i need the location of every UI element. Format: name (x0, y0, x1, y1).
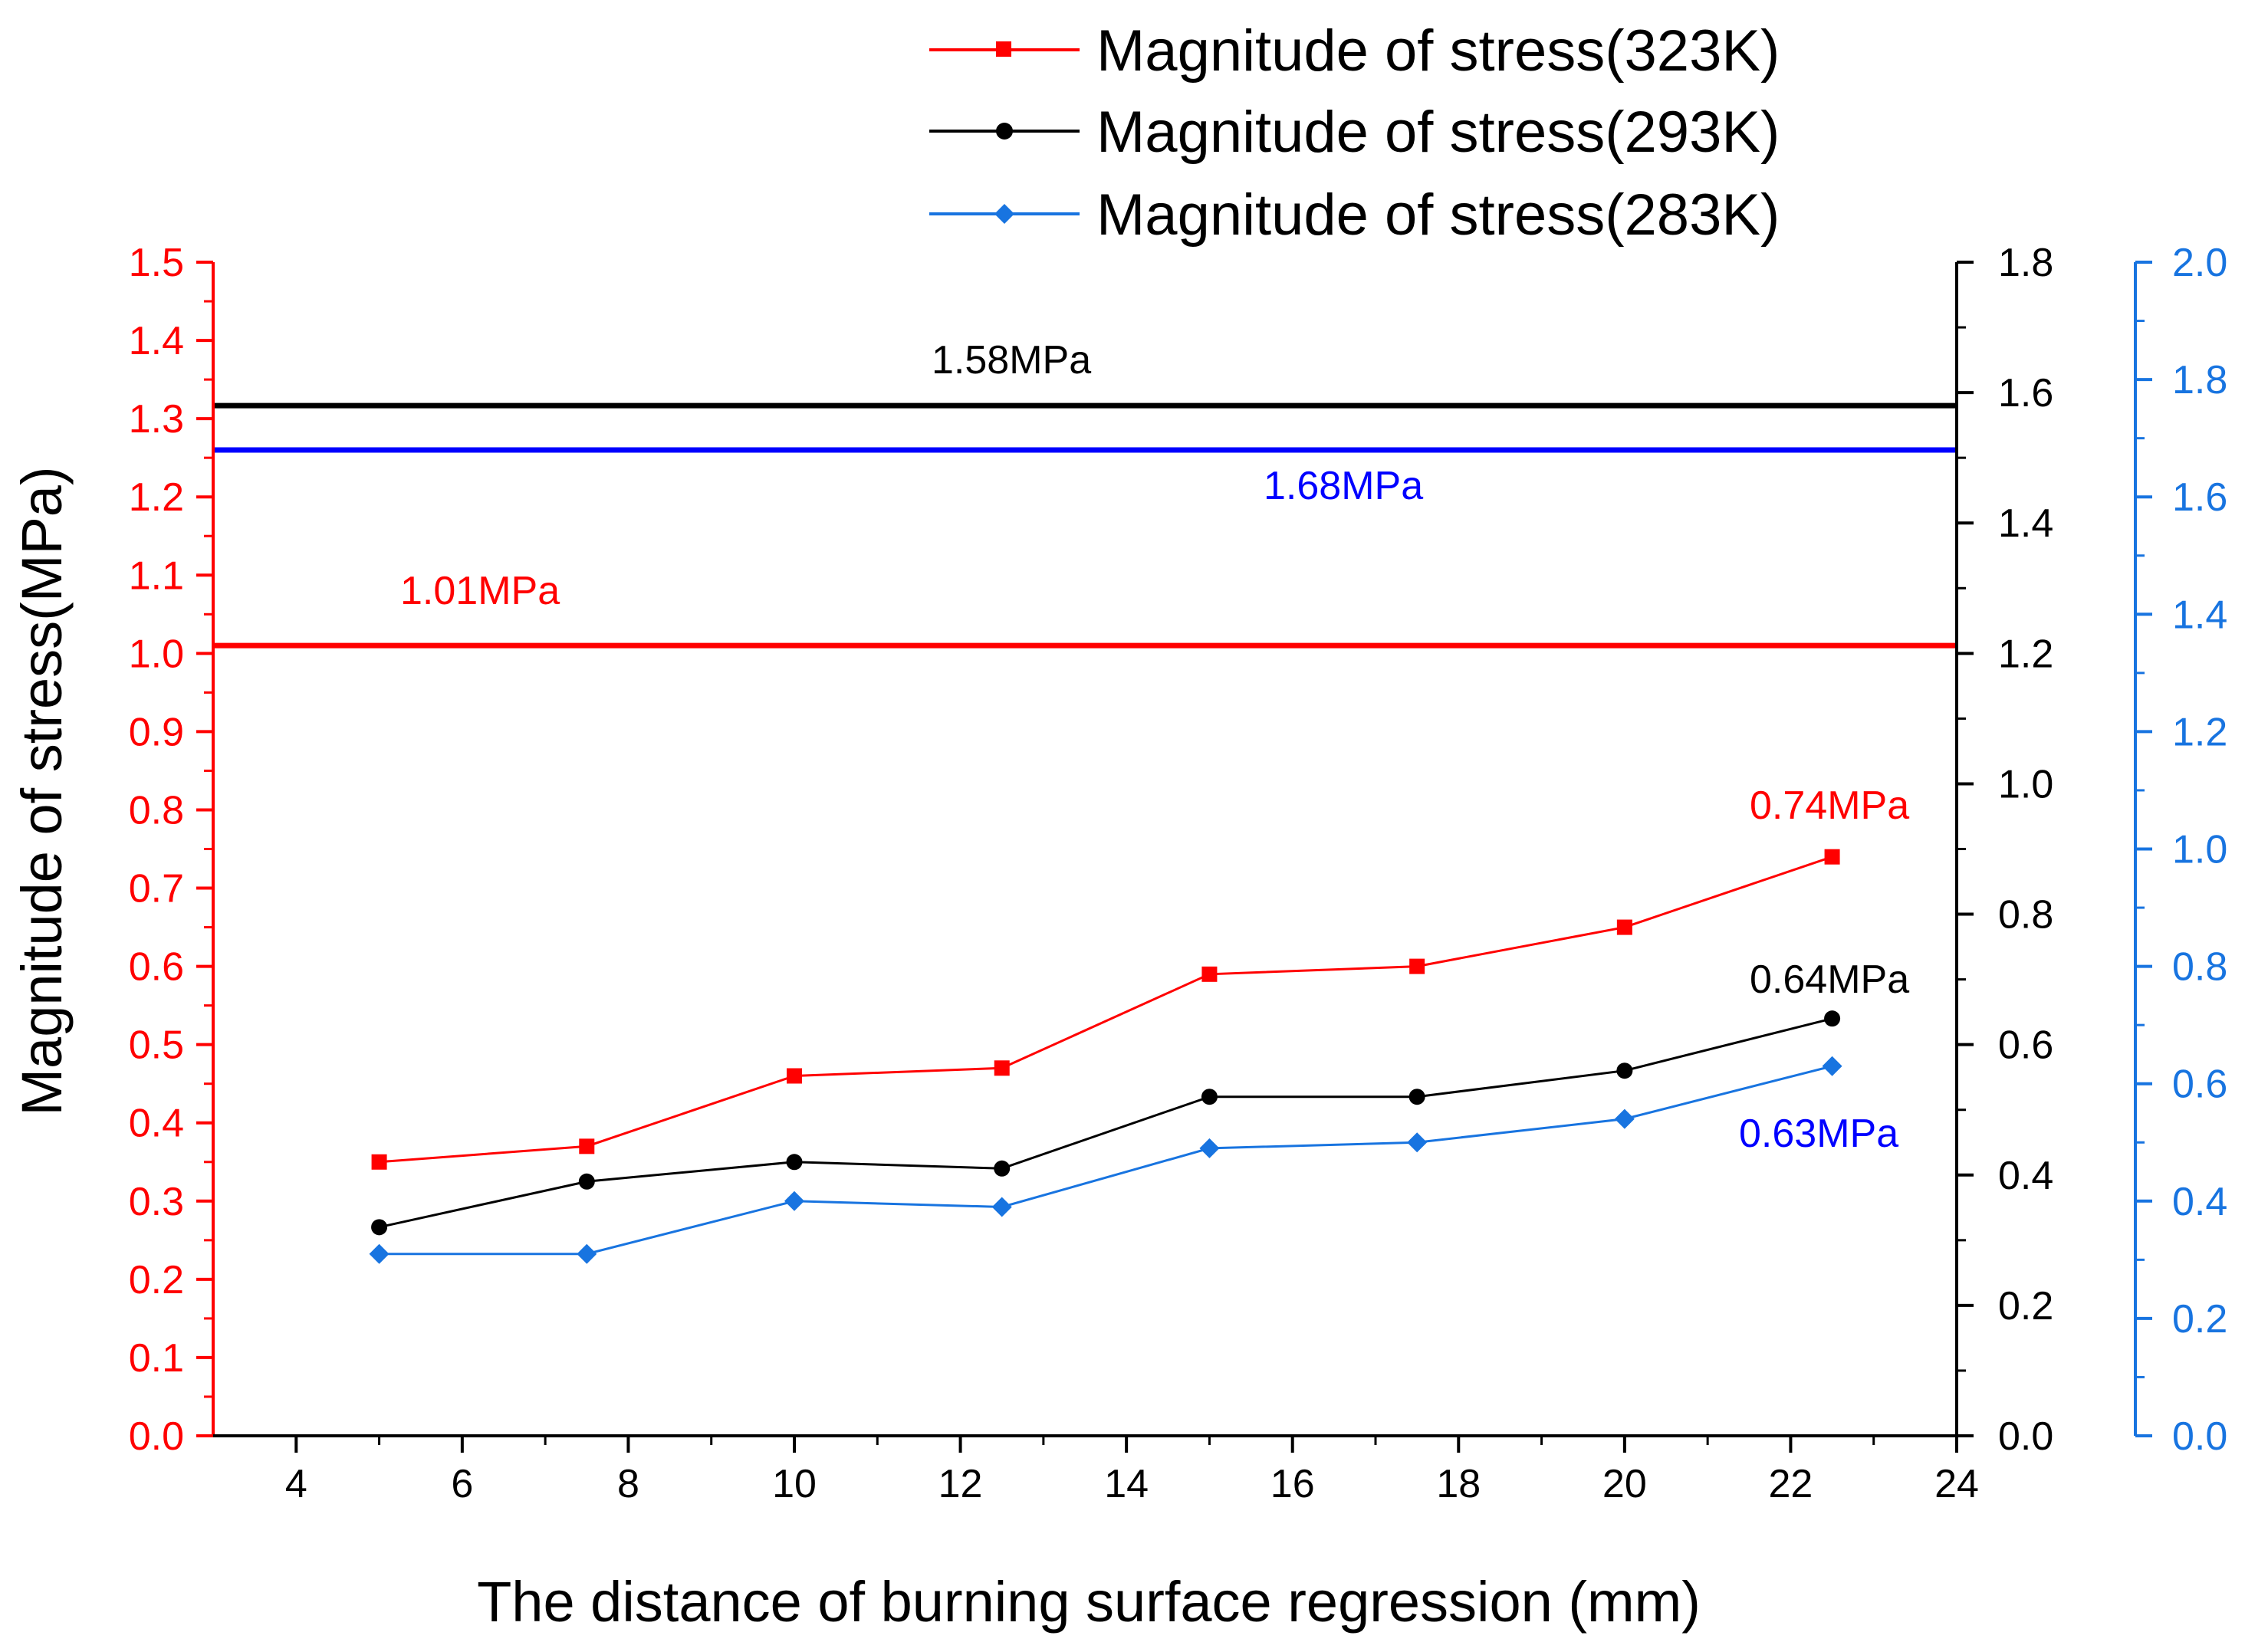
right-axis-1-tick-label: 0.4 (1998, 1154, 2053, 1198)
legend-entry-293k: Magnitude of stress(293K) (929, 100, 1780, 165)
x-axis-tick-label: 10 (772, 1462, 817, 1506)
ref-label-1-58: 1.58MPa (932, 338, 1091, 383)
data-point-s1-7 (1824, 1010, 1841, 1027)
x-axis-tick-label: 6 (451, 1462, 473, 1506)
legend-label-323k: Magnitude of stress(323K) (1096, 18, 1780, 84)
x-axis-tick-label: 22 (1769, 1462, 1813, 1506)
left-axis-tick-label: 0.8 (129, 788, 184, 833)
ref-label-1-01: 1.01MPa (400, 569, 560, 613)
legend-marker-323k (996, 41, 1011, 57)
right-axis-2-tick-label: 0.6 (2172, 1062, 2227, 1107)
right-axis-1-tick-label: 1.8 (1998, 241, 2053, 285)
right-axis-1-tick-label: 1.0 (1998, 762, 2053, 806)
data-point-s1-5 (1408, 1089, 1425, 1105)
legend-label-293k: Magnitude of stress(293K) (1096, 100, 1780, 165)
left-axis-tick-label: 1.3 (129, 397, 184, 442)
left-axis-tick-label: 0.5 (129, 1023, 184, 1068)
data-point-s0-1 (579, 1138, 595, 1154)
right-axis-1-tick-label: 1.4 (1998, 501, 2053, 546)
left-axis-tick-label: 0.0 (129, 1414, 184, 1459)
x-axis-tick-label: 16 (1270, 1462, 1315, 1506)
data-point-s1-4 (1201, 1089, 1218, 1105)
right-axis-2-tick-label: 1.0 (2172, 828, 2227, 872)
series-line-0 (379, 856, 1833, 1164)
data-point-s2-2 (784, 1191, 804, 1211)
data-point-s2-7 (1822, 1056, 1842, 1076)
left-axis-tick-label: 1.4 (129, 319, 184, 363)
annot-0-63: 0.63MPa (1739, 1112, 1898, 1156)
right-axis-1-tick-label: 0.2 (1998, 1284, 2053, 1328)
data-point-s2-3 (991, 1197, 1012, 1217)
left-axis-tick-label: 1.0 (129, 632, 184, 676)
right-axis-2-tick-label: 1.8 (2172, 358, 2227, 402)
series-line-2 (379, 1065, 1832, 1256)
right-axis-2-tick-label: 0.0 (2172, 1414, 2227, 1459)
right-axis-2-tick-label: 1.2 (2172, 710, 2227, 754)
data-point-s2-6 (1614, 1108, 1635, 1129)
data-point-s1-2 (786, 1154, 803, 1171)
left-axis-tick-label: 0.1 (129, 1336, 184, 1381)
data-point-s0-0 (371, 1154, 387, 1170)
data-point-s0-3 (994, 1060, 1010, 1076)
data-point-s0-7 (1824, 849, 1840, 865)
data-point-s2-1 (577, 1243, 597, 1264)
left-axis-tick-label: 0.3 (129, 1180, 184, 1224)
data-point-s2-0 (369, 1243, 390, 1264)
left-axis-tick-label: 0.2 (129, 1258, 184, 1302)
data-point-s0-2 (787, 1068, 802, 1084)
left-axis-tick-label: 0.9 (129, 710, 184, 754)
left-axis-tick-label: 0.6 (129, 945, 184, 990)
legend-marker-293k (996, 123, 1013, 140)
data-point-s0-5 (1409, 958, 1425, 974)
right-axis-1-tick-label: 1.6 (1998, 371, 2053, 415)
series-line-1 (379, 1017, 1832, 1229)
left-axis-tick-label: 0.4 (129, 1102, 184, 1146)
left-axis-tick-label: 1.1 (129, 553, 184, 598)
data-point-s0-4 (1201, 966, 1218, 982)
x-axis-tick-label: 14 (1104, 1462, 1149, 1506)
legend-marker-283k (994, 204, 1014, 224)
data-point-s1-1 (578, 1173, 595, 1190)
right-axis-1-tick-label: 0.0 (1998, 1414, 2053, 1459)
left-axis-tick-label: 1.2 (129, 475, 184, 520)
annot-0-64: 0.64MPa (1750, 957, 1909, 1002)
right-axis-2-tick-label: 1.4 (2172, 593, 2227, 637)
data-point-s1-3 (994, 1160, 1011, 1177)
data-point-s1-0 (371, 1219, 388, 1236)
left-axis-tick-label: 1.5 (129, 241, 184, 285)
legend-entry-283k: Magnitude of stress(283K) (929, 182, 1780, 248)
right-axis-2-tick-label: 0.2 (2172, 1297, 2227, 1342)
right-axis-2-tick-label: 0.8 (2172, 945, 2227, 990)
right-axis-1-tick-label: 0.6 (1998, 1023, 2053, 1068)
data-point-s2-5 (1407, 1132, 1428, 1153)
data-point-s0-6 (1616, 919, 1632, 935)
x-axis-tick-label: 18 (1436, 1462, 1481, 1506)
y-axis-title: Magnitude of stress(MPa) (10, 466, 74, 1115)
right-axis-2-tick-label: 1.6 (2172, 475, 2227, 520)
right-axis-2-tick-label: 0.4 (2172, 1180, 2227, 1224)
right-axis-1-tick-label: 0.8 (1998, 893, 2053, 938)
right-axis-2-tick-label: 2.0 (2172, 241, 2227, 285)
x-axis-tick-label: 4 (285, 1462, 307, 1506)
x-axis-tick-label: 24 (1934, 1462, 1979, 1506)
right-axis-1-tick-label: 1.2 (1998, 632, 2053, 676)
annot-0-74: 0.74MPa (1750, 783, 1909, 828)
legend-label-283k: Magnitude of stress(283K) (1096, 182, 1780, 248)
data-point-s1-6 (1616, 1062, 1633, 1079)
x-axis-tick-label: 20 (1602, 1462, 1647, 1506)
x-axis-title: The distance of burning surface regressi… (477, 1570, 1701, 1634)
x-axis-tick-label: 12 (938, 1462, 983, 1506)
x-axis-tick-label: 8 (617, 1462, 639, 1506)
legend-entry-323k: Magnitude of stress(323K) (929, 18, 1780, 84)
data-point-s2-4 (1199, 1138, 1220, 1158)
left-axis-tick-label: 0.7 (129, 867, 184, 911)
legend: Magnitude of stress(323K) Magnitude of s… (929, 18, 1780, 248)
ref-label-1-68: 1.68MPa (1264, 464, 1423, 508)
